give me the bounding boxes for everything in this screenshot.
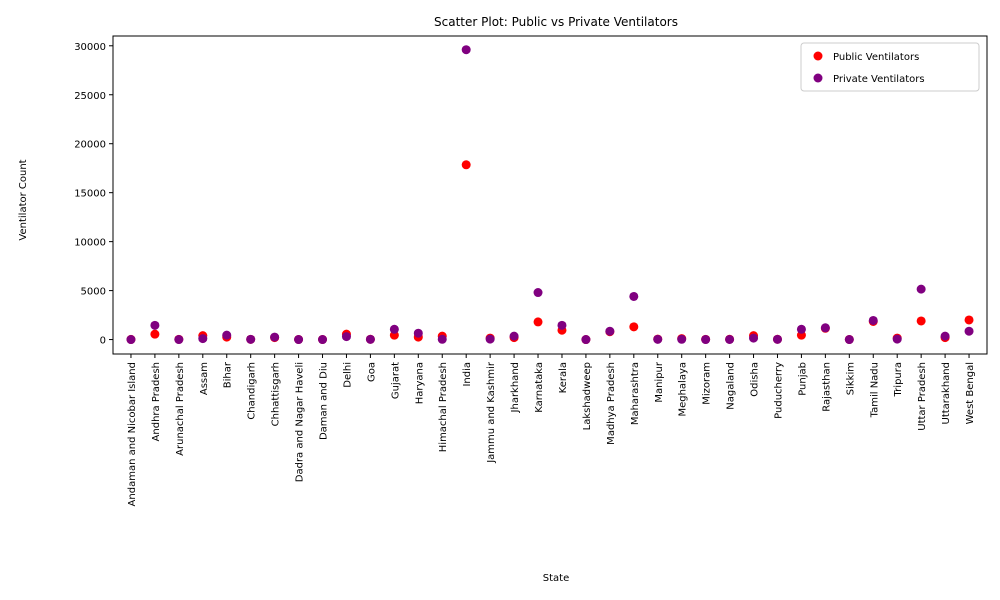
x-tick-label: Chandigarh: [247, 362, 258, 420]
x-tick-label: Chhattisgarh: [271, 362, 282, 426]
private-ventilator-point: [629, 291, 639, 301]
private-ventilator-point: [222, 330, 232, 340]
private-ventilator-point: [341, 332, 351, 342]
private-ventilator-point: [653, 334, 663, 344]
x-tick-label: Goa: [366, 362, 377, 382]
y-axis-label: Ventilator Count: [18, 159, 29, 240]
x-tick-label: Punjab: [797, 362, 808, 396]
x-tick-label: Karnataka: [534, 362, 545, 413]
x-tick-label: Tripura: [893, 362, 904, 397]
x-tick-label: Puducherry: [773, 362, 784, 419]
x-tick-label: Uttarakhand: [941, 362, 952, 424]
x-tick-label: Dadra and Nagar Haveli: [295, 362, 306, 482]
x-tick-label: Rajasthan: [821, 362, 832, 412]
x-tick-label: Uttar Pradesh: [917, 362, 928, 431]
y-tick-label: 15000: [74, 189, 106, 200]
private-ventilator-point: [509, 331, 519, 341]
private-ventilator-point: [270, 332, 280, 342]
x-tick-label: Himachal Pradesh: [438, 362, 449, 452]
private-ventilator-point: [749, 333, 759, 343]
x-tick-label: Madhya Pradesh: [606, 362, 617, 445]
private-ventilator-point: [318, 335, 328, 345]
y-axis-ticks: 0 5000 10000 15000 20000 25000 30000: [74, 42, 113, 347]
x-axis-ticks: Andaman and Nicobar Island Andhra Pradesh…: [127, 354, 976, 506]
x-tick-label: Jammu and Kashmir: [486, 361, 497, 464]
x-tick-label: Arunachal Pradesh: [175, 362, 186, 456]
x-tick-label: Meghalaya: [678, 362, 689, 417]
private-ventilator-point: [964, 326, 974, 336]
x-tick-label: Lakshadweep: [582, 362, 593, 430]
x-tick-label: Odisha: [750, 362, 761, 397]
private-ventilator-point: [557, 320, 567, 330]
private-ventilator-point: [820, 323, 830, 333]
public-ventilator-point: [629, 322, 639, 332]
private-ventilator-point: [677, 334, 687, 344]
private-ventilator-point: [892, 334, 902, 344]
public-ventilator-point: [916, 316, 926, 326]
x-tick-label: West Bengal: [965, 362, 976, 424]
private-ventilator-point: [772, 334, 782, 344]
chart-title: Scatter Plot: Public vs Private Ventilat…: [434, 15, 678, 29]
y-tick-label: 5000: [81, 287, 106, 298]
y-tick-label: 30000: [74, 42, 106, 53]
x-tick-label: Sikkim: [845, 362, 856, 395]
y-tick-label: 20000: [74, 140, 106, 151]
private-ventilator-point: [174, 335, 184, 345]
private-ventilator-point: [246, 334, 256, 344]
x-tick-label: Kerala: [558, 362, 569, 393]
private-ventilator-point: [916, 284, 926, 294]
x-tick-label: India: [462, 362, 473, 387]
private-ventilator-point: [868, 315, 878, 325]
private-ventilator-point: [725, 334, 735, 344]
y-tick-label: 0: [100, 336, 106, 347]
private-ventilator-point: [701, 335, 711, 345]
private-ventilator-point: [940, 331, 950, 341]
data-points: [126, 45, 974, 345]
public-ventilator-point: [461, 160, 471, 170]
x-tick-label: Daman and Diu: [319, 362, 330, 440]
y-tick-label: 10000: [74, 238, 106, 249]
private-ventilator-point: [294, 335, 304, 345]
public-ventilator-point: [964, 315, 974, 325]
private-ventilator-point: [126, 335, 136, 345]
legend-label: Private Ventilators: [833, 74, 925, 85]
private-ventilator-point: [389, 324, 399, 334]
x-tick-label: Bihar: [223, 361, 234, 388]
private-ventilator-point: [605, 326, 615, 336]
private-ventilator-point: [413, 328, 423, 338]
public-ventilator-point: [150, 329, 160, 339]
private-ventilator-point: [365, 334, 375, 344]
x-tick-label: Tamil Nadu: [869, 362, 880, 418]
plot-frame: [112, 35, 988, 355]
x-tick-label: Jharkhand: [510, 362, 521, 413]
private-ventilator-point: [844, 335, 854, 345]
y-tick-label: 25000: [74, 91, 106, 102]
private-ventilator-point: [437, 334, 447, 344]
legend-marker: [813, 51, 823, 61]
legend-label: Public Ventilators: [833, 52, 919, 63]
x-tick-label: Mizoram: [702, 362, 713, 405]
x-tick-label: Assam: [199, 362, 210, 395]
x-tick-label: Delhi: [342, 362, 353, 388]
x-tick-label: Nagaland: [726, 362, 737, 410]
x-tick-label: Haryana: [414, 362, 425, 404]
legend-box: [800, 42, 980, 92]
x-tick-label: Andaman and Nicobar Island: [127, 362, 138, 506]
public-ventilator-point: [533, 317, 543, 327]
x-tick-label: Gujarat: [390, 362, 401, 399]
x-tick-label: Andhra Pradesh: [151, 362, 162, 441]
legend-marker: [813, 73, 823, 83]
private-ventilator-point: [796, 324, 806, 334]
x-tick-label: Manipur: [654, 361, 665, 403]
private-ventilator-point: [581, 335, 591, 345]
x-tick-label: Maharashtra: [630, 362, 641, 425]
private-ventilator-point: [533, 288, 543, 298]
private-ventilator-point: [198, 334, 208, 344]
legend: Public Ventilators Private Ventilators: [800, 42, 980, 92]
private-ventilator-point: [150, 320, 160, 330]
private-ventilator-point: [485, 334, 495, 344]
x-axis-label: State: [543, 573, 569, 584]
private-ventilator-point: [461, 45, 471, 55]
